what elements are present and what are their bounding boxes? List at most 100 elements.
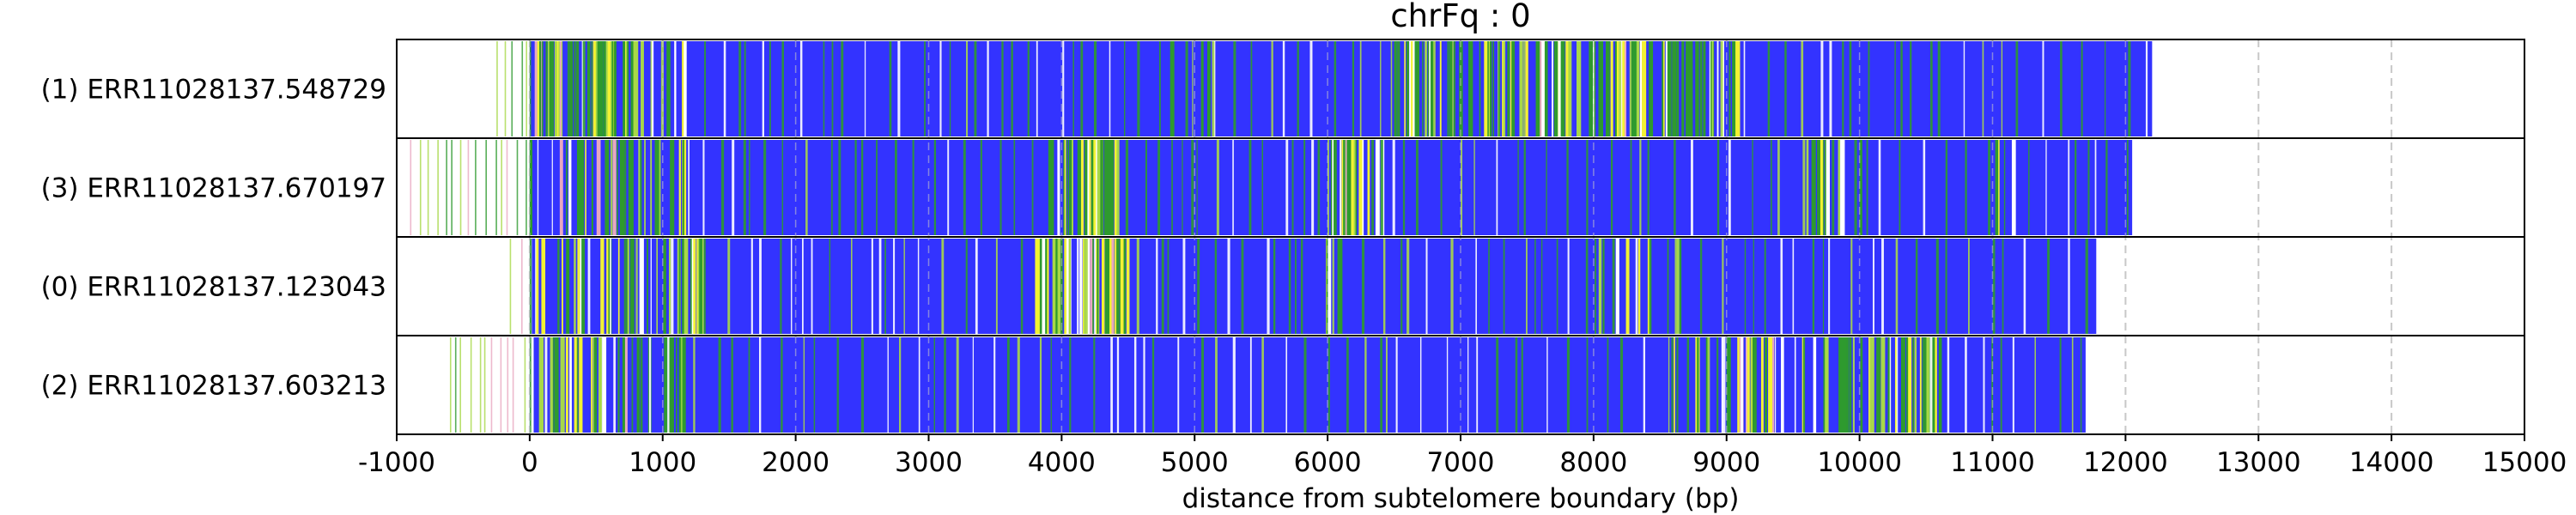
- variant-line: [1523, 140, 1526, 235]
- variant-line: [1995, 140, 1997, 235]
- variant-line: [2003, 140, 2006, 235]
- variant-line: [956, 337, 959, 433]
- read-bar: [529, 239, 2097, 334]
- variant-line: [823, 41, 825, 136]
- variant-line: [1607, 337, 1609, 433]
- variant-stripe: [1607, 41, 1610, 136]
- fringe-line: [490, 337, 493, 433]
- variant-line: [731, 337, 733, 433]
- variant-stripe: [598, 41, 603, 136]
- variant-stripe: [1826, 140, 1831, 235]
- variant-stripe: [1123, 239, 1127, 334]
- variant-line: [1467, 337, 1469, 433]
- variant-line: [1869, 337, 1872, 433]
- variant-line: [1900, 41, 1903, 136]
- variant-line: [613, 337, 617, 433]
- variant-line: [1567, 239, 1570, 334]
- variant-stripe: [1850, 337, 1852, 433]
- variant-line: [791, 239, 793, 334]
- variant-line: [1720, 41, 1723, 136]
- fringe-line: [521, 41, 524, 136]
- variant-stripe: [1919, 337, 1922, 433]
- variant-stripe: [1900, 337, 1906, 433]
- variant-line: [1202, 41, 1204, 136]
- variant-line: [1802, 140, 1806, 235]
- variant-stripe: [1340, 140, 1342, 235]
- variant-stripe: [1484, 41, 1488, 136]
- read-track: [509, 239, 2097, 334]
- variant-line: [933, 140, 937, 235]
- variant-line: [565, 140, 568, 235]
- variant-stripe: [1104, 140, 1109, 235]
- variant-line: [1303, 140, 1306, 235]
- variant-line: [1801, 41, 1804, 136]
- variant-line: [941, 239, 945, 334]
- variant-stripe: [1413, 41, 1417, 136]
- variant-stripe: [1633, 41, 1638, 136]
- variant-stripe: [682, 239, 686, 334]
- variant-line: [1050, 337, 1052, 433]
- variant-stripe: [1565, 41, 1571, 136]
- variant-stripe: [1454, 41, 1455, 136]
- variant-stripe: [1689, 41, 1692, 136]
- variant-line: [1125, 140, 1129, 235]
- variant-stripe: [1622, 41, 1626, 136]
- variant-line: [671, 239, 674, 334]
- variant-line: [803, 337, 805, 433]
- variant-line: [1197, 239, 1200, 334]
- variant-line: [1013, 140, 1016, 235]
- variant-line: [1842, 41, 1844, 136]
- variant-stripe: [1355, 140, 1358, 235]
- variant-stripe: [1768, 337, 1773, 433]
- variant-line: [893, 239, 896, 334]
- x-tick-label: 9000: [1692, 447, 1760, 478]
- variant-line: [781, 41, 784, 136]
- variant-stripe: [1676, 337, 1679, 433]
- variant-stripe: [1625, 41, 1627, 136]
- fringe-line: [454, 337, 457, 433]
- variant-line: [831, 140, 833, 235]
- variant-line: [1094, 239, 1097, 334]
- x-tick-label: 11000: [1950, 447, 2035, 478]
- variant-line: [1686, 337, 1690, 433]
- variant-stripe: [585, 140, 586, 235]
- variant-line: [1649, 41, 1652, 136]
- variant-line: [1487, 41, 1489, 136]
- variant-stripe: [562, 337, 565, 433]
- variant-line: [1647, 140, 1649, 235]
- variant-line: [552, 337, 555, 433]
- variant-stripe: [629, 239, 635, 334]
- variant-line: [899, 337, 902, 433]
- variant-stripe: [1649, 41, 1654, 136]
- variant-stripe: [1811, 140, 1816, 235]
- variant-stripe: [1353, 140, 1357, 235]
- variant-line: [1812, 239, 1815, 334]
- variant-stripe: [1035, 239, 1040, 334]
- variant-stripe: [1486, 41, 1492, 136]
- variant-line: [1040, 239, 1042, 334]
- variant-line: [1461, 140, 1463, 235]
- variant-stripe: [693, 239, 696, 334]
- variant-stripe: [626, 239, 629, 334]
- variant-stripe: [600, 239, 605, 334]
- variant-stripe: [540, 337, 544, 433]
- variant-stripe: [633, 41, 637, 136]
- variant-line: [624, 140, 627, 235]
- variant-stripe: [554, 337, 558, 433]
- variant-stripe: [607, 41, 611, 136]
- variant-line: [1992, 239, 1996, 334]
- variant-line: [1158, 41, 1161, 136]
- variant-line: [799, 41, 803, 136]
- read-track: [449, 337, 2086, 433]
- variant-line: [944, 337, 946, 433]
- variant-line: [1728, 41, 1731, 136]
- variant-stripe: [596, 140, 601, 235]
- variant-line: [763, 140, 767, 235]
- variant-line: [541, 41, 544, 136]
- variant-stripe: [702, 239, 704, 334]
- variant-stripe: [1111, 239, 1115, 334]
- variant-line: [1303, 337, 1307, 433]
- variant-line: [1119, 239, 1121, 334]
- variant-stripe: [1459, 41, 1463, 136]
- fringe-line: [410, 140, 412, 235]
